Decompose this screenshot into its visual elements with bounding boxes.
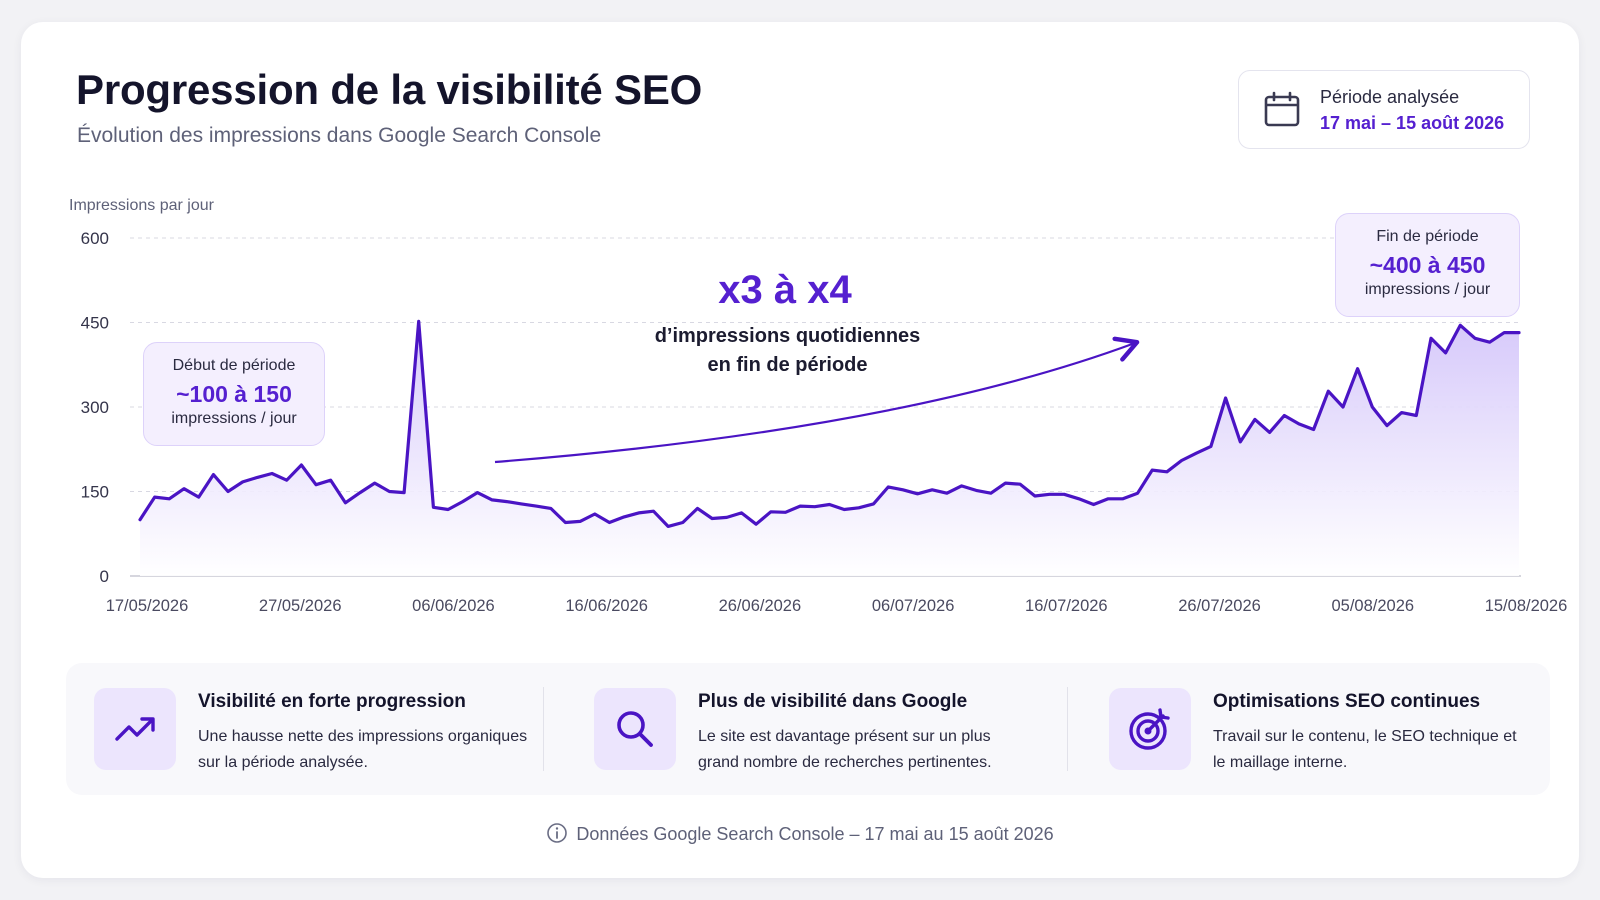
period-value: 17 mai – 15 août 2026 — [1320, 113, 1505, 133]
start-callout-label: Début de période — [172, 357, 296, 374]
feature-title: Visibilité en forte progression — [198, 691, 466, 712]
impressions-area — [140, 321, 1519, 576]
feature-description: Une hausse nette des impressions organiq… — [198, 728, 528, 771]
x-tick-label: 26/06/2026 — [719, 597, 802, 615]
page-title: Progression de la visibilité SEO — [76, 66, 703, 113]
y-tick-label: 150 — [81, 483, 109, 502]
feature-item: Optimisations SEO continues Travail sur … — [1081, 663, 1541, 795]
end-callout-label: Fin de période — [1376, 228, 1479, 245]
feature-title: Optimisations SEO continues — [1213, 691, 1481, 712]
feature-description: Le site est davantage présent sur un plu… — [698, 728, 992, 771]
feature-title: Plus de visibilité dans Google — [698, 691, 968, 712]
info-icon — [547, 823, 568, 843]
x-tick-label: 17/05/2026 — [106, 597, 189, 615]
x-tick-label: 06/07/2026 — [872, 597, 955, 615]
feature-item: Visibilité en forte progression Une haus… — [66, 663, 546, 795]
impressions-line — [138, 319, 1521, 528]
x-tick-label: 15/08/2026 — [1485, 597, 1568, 615]
start-period-callout: Début de période ~100 à 150 impressions … — [143, 342, 325, 446]
trending-up-icon — [94, 688, 176, 770]
calendar-icon — [1264, 91, 1300, 127]
y-tick-label: 300 — [81, 398, 109, 417]
growth-multiplier: x3 à x4 — [718, 268, 852, 312]
feature-divider — [543, 687, 544, 771]
start-callout-value: ~100 à 150 — [176, 381, 292, 407]
target-icon — [1109, 688, 1191, 770]
feature-description: Travail sur le contenu, le SEO technique… — [1213, 728, 1517, 771]
feature-item: Plus de visibilité dans Google Le site e… — [566, 663, 1066, 795]
period-box: Période analysée 17 mai – 15 août 2026 — [1238, 70, 1530, 149]
period-label: Période analysée — [1320, 87, 1460, 107]
growth-caption-line2: en fin de période — [707, 354, 868, 376]
growth-arrow — [494, 336, 1140, 464]
end-period-callout: Fin de période ~400 à 450 impressions / … — [1335, 213, 1520, 317]
x-tick-label: 27/05/2026 — [259, 597, 342, 615]
end-callout-unit: impressions / jour — [1364, 281, 1491, 298]
growth-caption-line1: d’impressions quotidiennes — [654, 325, 921, 347]
x-tick-label: 16/07/2026 — [1025, 597, 1108, 615]
search-icon — [594, 688, 676, 770]
feature-divider — [1067, 687, 1068, 771]
x-tick-label: 06/06/2026 — [412, 597, 495, 615]
y-axis-label: Impressions par jour — [69, 197, 215, 214]
x-tick-label: 26/07/2026 — [1178, 597, 1261, 615]
feature-panel: Visibilité en forte progression Une haus… — [66, 663, 1550, 795]
end-callout-value: ~400 à 450 — [1369, 252, 1486, 278]
y-tick-label: 600 — [81, 229, 109, 248]
x-tick-label: 05/08/2026 — [1331, 597, 1414, 615]
x-tick-label: 16/06/2026 — [565, 597, 648, 615]
y-tick-label: 450 — [81, 314, 109, 333]
footer-note: Données Google Search Console – 17 mai a… — [0, 822, 1600, 845]
y-tick-label: 0 — [100, 567, 109, 586]
start-callout-unit: impressions / jour — [171, 410, 297, 427]
footer-text: Données Google Search Console – 17 mai a… — [576, 824, 1054, 844]
page-subtitle: Évolution des impressions dans Google Se… — [77, 124, 602, 147]
